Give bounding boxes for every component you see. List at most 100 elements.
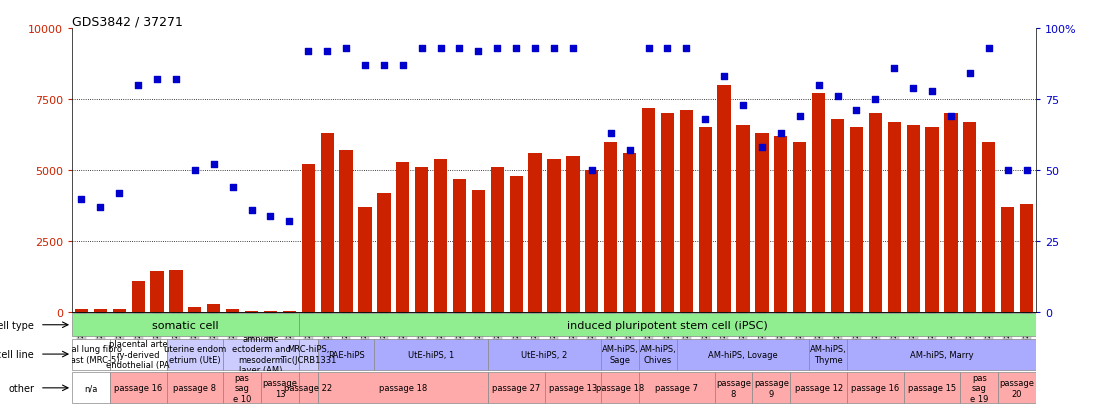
Point	[1017, 167, 1035, 174]
Bar	[660, 114, 674, 313]
Bar	[299, 339, 318, 370]
Bar	[812, 94, 825, 313]
Text: cell line: cell line	[0, 349, 34, 359]
Bar	[397, 162, 409, 313]
Point	[205, 162, 223, 169]
Text: UtE-hiPS, 1: UtE-hiPS, 1	[408, 350, 454, 359]
Text: somatic cell: somatic cell	[152, 320, 218, 330]
Bar	[339, 151, 352, 313]
Bar	[377, 193, 390, 313]
Bar	[223, 339, 299, 370]
Text: fetal lung fibro
blast (MRC-5): fetal lung fibro blast (MRC-5)	[60, 344, 122, 364]
Bar	[318, 373, 488, 404]
Bar	[151, 271, 164, 313]
Text: MRC-hiPS,
Tic(JCRB1331: MRC-hiPS, Tic(JCRB1331	[280, 344, 337, 364]
Bar	[699, 128, 711, 313]
Bar	[166, 339, 223, 370]
Point	[716, 74, 733, 81]
Bar	[453, 179, 466, 313]
Bar	[793, 142, 807, 313]
Point	[375, 62, 392, 69]
Bar	[869, 114, 882, 313]
Point	[904, 85, 922, 92]
Bar	[72, 339, 110, 370]
Bar	[623, 154, 636, 313]
Text: passage 15: passage 15	[907, 383, 956, 392]
Point	[167, 77, 185, 83]
Point	[356, 62, 373, 69]
Bar	[245, 311, 258, 313]
Bar	[166, 373, 223, 404]
Point	[451, 45, 469, 52]
Point	[583, 167, 601, 174]
Text: AM-hiPS,
Thyme: AM-hiPS, Thyme	[810, 344, 847, 364]
Bar	[809, 339, 847, 370]
Bar	[223, 373, 261, 404]
Point	[299, 48, 317, 55]
Point	[148, 77, 166, 83]
Bar	[299, 373, 318, 404]
Text: PAE-hiPS: PAE-hiPS	[328, 350, 365, 359]
Bar	[677, 339, 809, 370]
Bar	[963, 123, 976, 313]
Bar	[72, 373, 110, 404]
Bar	[982, 142, 995, 313]
Bar	[488, 339, 602, 370]
Bar	[110, 373, 166, 404]
Bar	[585, 171, 598, 313]
Bar	[375, 339, 488, 370]
Bar	[283, 311, 296, 313]
Point	[979, 45, 997, 52]
Bar	[642, 108, 655, 313]
Point	[545, 45, 563, 52]
Point	[829, 94, 847, 100]
Point	[753, 145, 771, 151]
Text: uterine endom
etrium (UtE): uterine endom etrium (UtE)	[164, 344, 226, 364]
Bar	[226, 310, 239, 313]
Bar	[113, 310, 126, 313]
Bar	[961, 373, 998, 404]
Text: passage
8: passage 8	[716, 378, 751, 398]
Text: passage
9: passage 9	[753, 378, 789, 398]
Bar	[756, 134, 769, 313]
Bar	[261, 373, 299, 404]
Point	[489, 45, 506, 52]
Point	[337, 45, 355, 52]
Bar	[639, 373, 715, 404]
Bar	[416, 168, 429, 313]
Bar	[358, 208, 371, 313]
Text: UtE-hiPS, 2: UtE-hiPS, 2	[522, 350, 567, 359]
Point	[261, 213, 279, 219]
Bar	[488, 373, 544, 404]
Point	[620, 147, 638, 154]
Bar	[944, 114, 957, 313]
Point	[866, 97, 884, 103]
Point	[280, 218, 298, 225]
Bar	[679, 111, 692, 313]
Text: pas
sag
e 10: pas sag e 10	[233, 373, 252, 403]
Point	[526, 45, 544, 52]
Text: cell type: cell type	[0, 320, 34, 330]
Text: passage 18: passage 18	[379, 383, 427, 392]
Bar	[472, 190, 485, 313]
Point	[394, 62, 412, 69]
Bar	[831, 120, 844, 313]
Point	[130, 82, 147, 89]
Text: placental arte
ry-derived
endothelial (PA: placental arte ry-derived endothelial (P…	[106, 339, 170, 369]
Bar	[110, 339, 166, 370]
Text: AM-hiPS, Lovage: AM-hiPS, Lovage	[708, 350, 778, 359]
Point	[602, 131, 619, 137]
Bar	[752, 373, 790, 404]
Bar	[847, 373, 904, 404]
Point	[735, 102, 752, 109]
Point	[186, 167, 204, 174]
Point	[772, 131, 790, 137]
Bar	[434, 159, 448, 313]
Bar	[299, 313, 1036, 336]
Point	[658, 45, 676, 52]
Point	[243, 207, 260, 214]
Bar	[529, 154, 542, 313]
Point	[111, 190, 129, 197]
Bar	[639, 339, 677, 370]
Bar	[75, 310, 89, 313]
